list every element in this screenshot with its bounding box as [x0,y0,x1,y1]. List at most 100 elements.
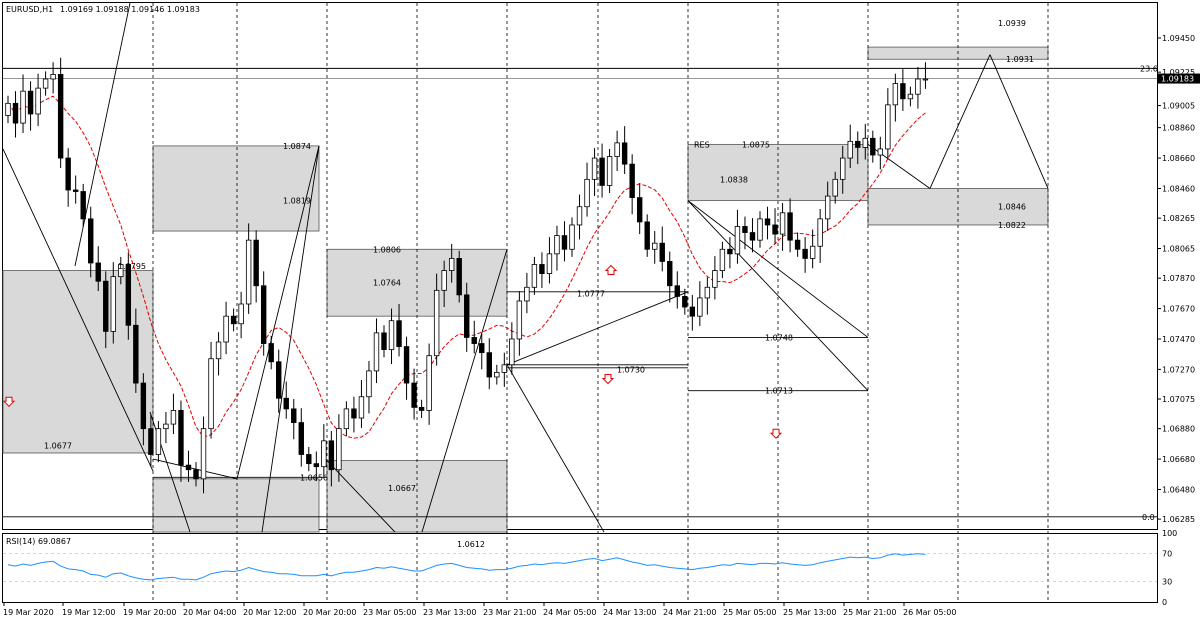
candle-body [50,74,56,80]
time-tick-label: 23 Mar 05:00 [363,608,416,617]
candle-body [614,142,620,157]
trend-line [989,54,1049,189]
candle-body [689,306,696,317]
candle-body [268,343,274,363]
candle-body [328,440,335,471]
down-arrow-icon [769,428,783,439]
candle-body [230,315,237,325]
candle-body [862,137,868,148]
candle-body [779,212,786,235]
candle-body [418,406,425,411]
annotation-label: 1.0730 [617,365,645,374]
zone-label: 1.0838 [720,175,748,184]
candle-body [163,423,169,430]
candle-body [358,396,365,419]
time-axis: 19 Mar 2020 19 Mar 12:00 19 Mar 20:00 20 Ma… [3,602,956,617]
annotation-label: 1.0931 [1006,55,1034,64]
candle-body [727,248,733,255]
zone-label: 1.0667 [388,484,416,493]
candle-body [381,332,387,351]
time-tick-label: 23 Mar 13:00 [423,608,476,617]
candle-body [464,294,470,338]
session-separators [152,3,1049,602]
candle-body [847,140,853,159]
trend-line [326,460,396,533]
price-tick-label: 1.08660 [1162,154,1195,163]
candle-body [223,315,229,343]
candle-body [170,410,177,425]
candle-body [291,408,297,423]
price-axis: 1.09450 1.09225 1.09005 1.08860 1.08660 1.084… [1157,34,1200,524]
main-plot-frame [2,2,1158,530]
time-tick-label: 25 Mar 05:00 [723,608,776,617]
rsi-line [7,553,926,581]
level-lines [3,67,1157,518]
time-tick-label: 19 Mar 20:00 [123,608,176,617]
candle-body [742,226,748,233]
rsi-indicator: 100 70 30 0 [3,529,1177,607]
candle-body [306,454,312,465]
price-tick-label: 1.08265 [1162,214,1195,223]
candle-body [606,156,613,186]
candle-body [253,239,259,287]
annotation-label: 1.0612 [457,540,485,549]
candle-body [456,257,462,296]
time-tick-label: 20 Mar 12:00 [243,608,296,617]
trend-line [421,249,508,533]
candle-body [433,289,440,357]
candle-body [915,78,921,95]
candle-body [674,285,680,297]
annotation-label: 0.0 [1142,513,1155,522]
candle-body [794,239,801,250]
candle-body [140,382,147,430]
candle-body [772,224,778,235]
current-price-marker [1158,73,1200,84]
candle-body [411,382,417,408]
candle-body [479,343,485,354]
trend-line [74,2,131,267]
candle-body [855,140,861,148]
candles-layer [5,57,929,494]
candle-body [584,178,590,208]
annotation-label: 1.0795 [118,262,146,271]
candle-body [885,104,891,150]
time-tick-label: 23 Mar 21:00 [483,608,536,617]
candle-body [185,464,192,471]
candle-body [298,422,304,455]
candle-body [922,78,929,81]
candle-body [155,428,162,455]
candle-body [396,320,402,347]
candle-body [133,324,139,384]
price-tick-label: 1.09450 [1162,34,1195,43]
time-tick-label: 25 Mar 21:00 [843,608,896,617]
candle-body [388,320,395,351]
candle-body [110,276,116,332]
candle-body [682,296,688,308]
price-tick-label: 1.07870 [1162,274,1195,283]
price-tick-label: 1.06680 [1162,455,1195,464]
candle-body [569,224,575,250]
rsi-level-label: 70 [1162,550,1172,559]
candle-body [215,341,222,360]
up-arrow-icon [604,264,618,276]
candle-body [817,218,823,247]
annotation-label: 23.6 [1140,64,1158,73]
time-tick-label: 20 Mar 04:00 [183,608,236,617]
annotation-label: 1.0874 [283,142,311,151]
candle-body [5,102,11,116]
zone-box [326,248,508,317]
annotation-label: 1.0777 [577,289,605,298]
trend-line [929,54,991,189]
zone-label: 1.0677 [44,441,72,450]
candle-body [118,264,124,278]
candle-body [900,83,906,100]
candle-body [343,408,350,430]
price-tick-label: 1.08460 [1162,184,1195,193]
zone-label: 1.0846 [998,203,1026,212]
candle-body [426,355,432,411]
candle-body [72,189,79,192]
price-tick-label: 1.06285 [1162,515,1195,524]
annotation-label: 1.0748 [765,333,793,342]
